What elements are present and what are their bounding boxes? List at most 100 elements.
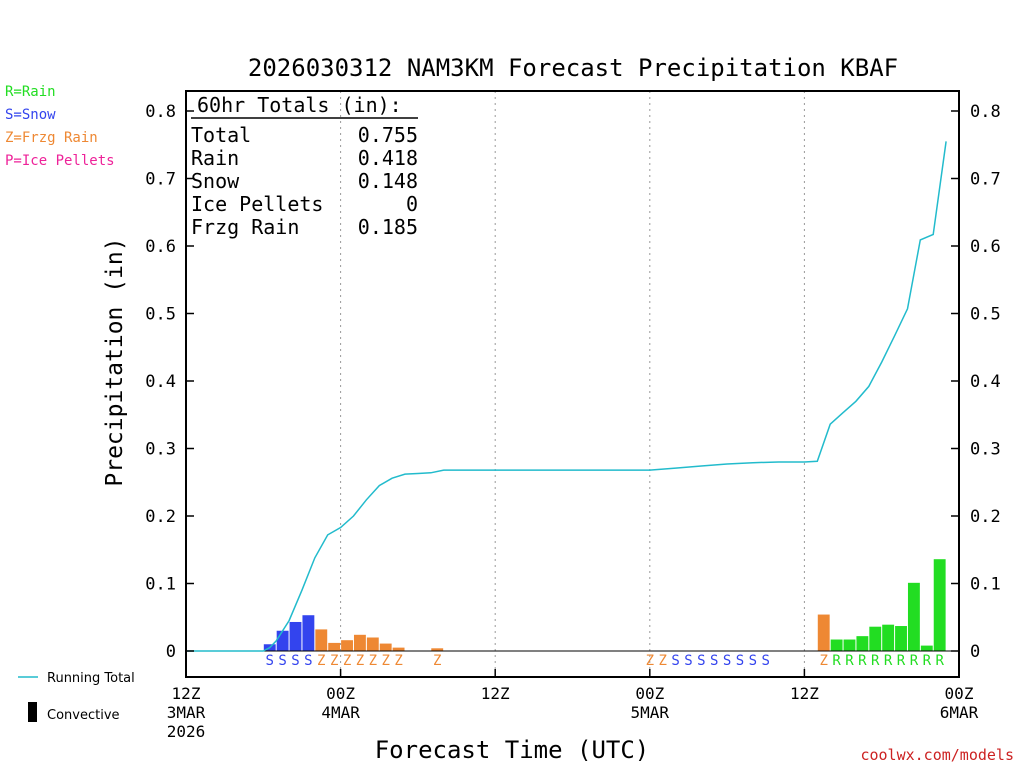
ptype-letters: S S S S Z Z Z Z Z Z Z Z Z R R R R R R R R RZ Z S S S S S S S S [266, 653, 945, 669]
ptype-letter-5: Z [330, 653, 338, 669]
y-tick-label-left-6: 0.6 [145, 237, 176, 257]
precip-bar-9 [379, 643, 392, 651]
precip-bar-14 [843, 639, 856, 651]
x-tick-label-5-0: 00Z [945, 684, 974, 703]
precip-bar-16 [869, 626, 882, 651]
y-axis-ticks: 0 0 0.1 0.1 0.2 0.2 0.3 0.3 0.4 0.4 0.5 0.5 0.6 0.6 0.… [145, 102, 1000, 662]
ptype-letter-4: Z [317, 653, 325, 669]
y-tick-label-right-2: 0.2 [970, 507, 1001, 527]
precip-bar-17 [882, 624, 895, 651]
y-tick-label-left-1: 0.1 [145, 575, 176, 595]
y-tick-label-right-7: 0.7 [970, 170, 1001, 190]
x-axis-label: Forecast Time (UTC) [375, 736, 650, 764]
trace-ptype-letter-2: S [671, 653, 679, 669]
ptype-letter-15: R [858, 653, 867, 669]
precip-bar-21 [933, 559, 946, 651]
totals-value-2: 0.148 [358, 169, 418, 193]
totals-value-3: 0 [406, 192, 418, 216]
totals-label-1: Rain [191, 146, 239, 170]
ptype-legend-item-2: Z=Frzg Rain [5, 130, 98, 146]
ptype-letter-11: Z [433, 653, 441, 669]
ptype-letter-14: R [845, 653, 854, 669]
y-tick-label-left-0: 0 [166, 642, 176, 662]
totals-label-4: Frzg Rain [191, 215, 299, 239]
ptype-letter-7: Z [356, 653, 364, 669]
credit-link[interactable]: coolwx.com/models [860, 746, 1014, 764]
y-tick-label-left-2: 0.2 [145, 507, 176, 527]
plot-frame [185, 90, 960, 678]
y-tick-label-left-8: 0.8 [145, 102, 176, 122]
x-tick-label-2-0: 12Z [481, 684, 510, 703]
convective-legend-label: Convective [47, 708, 120, 723]
trace-ptype-letter-0: Z [646, 653, 654, 669]
ptype-letter-18: R [897, 653, 906, 669]
y-tick-label-left-4: 0.4 [145, 372, 176, 392]
precip-bar-1 [276, 630, 289, 651]
y-tick-label-left-3: 0.3 [145, 440, 176, 460]
precip-bar-5 [328, 642, 341, 651]
y-tick-label-right-1: 0.1 [970, 575, 1001, 595]
precip-bar-7 [353, 634, 366, 651]
precip-bar-20 [920, 645, 933, 651]
y-tick-label-right-4: 0.4 [970, 372, 1001, 392]
y-tick-label-right-6: 0.6 [970, 237, 1001, 257]
totals-label-3: Ice Pellets [191, 192, 323, 216]
trace-ptype-letter-1: Z [658, 653, 666, 669]
ptype-letter-9: Z [381, 653, 389, 669]
precip-bar-15 [856, 636, 869, 651]
trace-ptype-letter-9: S [762, 653, 770, 669]
ptype-letter-2: S [291, 653, 299, 669]
precip-bar-18 [895, 626, 907, 651]
trace-ptype-letter-3: S [684, 653, 692, 669]
y-tick-label-right-5: 0.5 [970, 305, 1001, 325]
precip-bar-6 [341, 640, 353, 651]
ptype-letter-19: R [910, 653, 919, 669]
ptype-legend-item-3: P=Ice Pellets [5, 153, 115, 169]
precip-bar-10 [392, 647, 405, 651]
precip-bar-3 [302, 615, 315, 651]
y-tick-label-right-0: 0 [970, 642, 980, 662]
precip-bar-8 [366, 637, 379, 651]
ptype-letter-17: R [884, 653, 893, 669]
ptype-letter-12: Z [820, 653, 828, 669]
precip-bar-2 [289, 621, 302, 651]
ptype-legend: R=Rain S=Snow Z=Frzg Rain P=Ice Pellets [5, 84, 115, 169]
precip-bar-19 [907, 582, 920, 651]
totals-heading: 60hr Totals (in): [197, 93, 402, 117]
totals-label-2: Snow [191, 169, 240, 193]
y-tick-label-right-8: 0.8 [970, 102, 1001, 122]
ptype-letter-6: Z [343, 653, 351, 669]
x-tick-label-5-1: 6MAR [940, 703, 979, 722]
ptype-letter-21: R [935, 653, 944, 669]
totals-value-0: 0.755 [358, 123, 418, 147]
precip-bar-11 [431, 648, 444, 651]
convective-legend-swatch [28, 702, 37, 722]
x-tick-label-3-0: 00Z [635, 684, 664, 703]
y-tick-label-right-3: 0.3 [970, 440, 1001, 460]
ptype-legend-item-1: S=Snow [5, 107, 56, 123]
gridlines [340, 91, 805, 677]
x-tick-label-0-2: 2026 [167, 722, 206, 741]
ptype-letter-1: S [278, 653, 286, 669]
trace-ptype-letter-6: S [723, 653, 731, 669]
ptype-letter-0: S [266, 653, 274, 669]
precip-bar-13 [830, 639, 843, 651]
x-tick-label-4-0: 12Z [790, 684, 819, 703]
ptype-letter-10: Z [394, 653, 402, 669]
running-total-legend-label: Running Total [47, 671, 135, 686]
trace-ptype-letter-5: S [710, 653, 718, 669]
x-tick-label-1-1: 4MAR [321, 703, 360, 722]
totals-value-4: 0.185 [358, 215, 418, 239]
chart-title: 2026030312 NAM3KM Forecast Precipitation… [248, 54, 898, 82]
ptype-letter-13: R [832, 653, 841, 669]
ptype-letter-16: R [871, 653, 880, 669]
y-axis-label: Precipitation (in) [102, 237, 128, 486]
trace-ptype-letter-7: S [736, 653, 744, 669]
precip-bar-4 [315, 629, 328, 651]
x-tick-label-3-1: 5MAR [631, 703, 670, 722]
ptype-letter-8: Z [369, 653, 377, 669]
totals-label-0: Total [191, 123, 251, 147]
y-tick-label-left-5: 0.5 [145, 305, 176, 325]
x-tick-label-1-0: 00Z [326, 684, 355, 703]
